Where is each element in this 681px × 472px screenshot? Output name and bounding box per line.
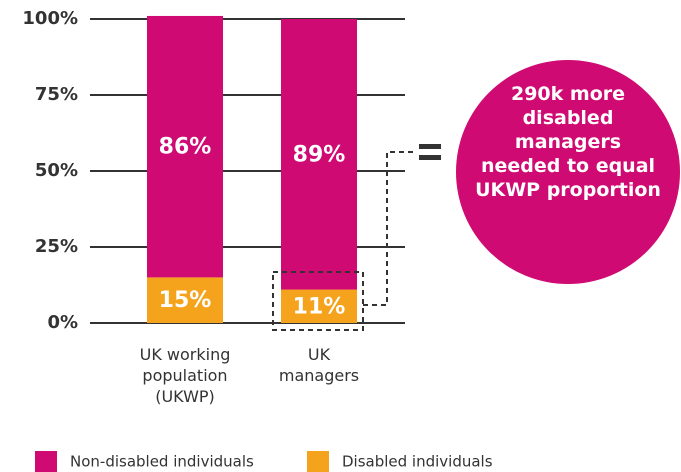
legend-swatch bbox=[35, 451, 57, 472]
legend-label: Non-disabled individuals bbox=[70, 453, 254, 471]
bar-segment bbox=[147, 15, 223, 278]
data-label: 15% bbox=[159, 288, 212, 313]
y-tick-label: 25% bbox=[35, 236, 78, 257]
x-tick-label: UK working population (UKWP) bbox=[139, 345, 231, 406]
bar-segment bbox=[281, 19, 357, 290]
connector bbox=[363, 151, 413, 306]
equals-sign bbox=[419, 144, 441, 149]
y-tick-label: 50% bbox=[35, 160, 78, 181]
bar-segment bbox=[281, 289, 357, 323]
data-label: 11% bbox=[293, 294, 346, 319]
annotation-bubble bbox=[456, 60, 680, 284]
legend-swatch bbox=[307, 451, 329, 472]
equals-sign bbox=[419, 155, 441, 160]
bar-segment bbox=[147, 277, 223, 323]
y-tick-label: 75% bbox=[35, 84, 78, 105]
x-tick-label: UK managers bbox=[278, 345, 360, 385]
legend-label: Disabled individuals bbox=[342, 453, 493, 471]
data-label: 89% bbox=[293, 142, 346, 167]
highlight-box bbox=[272, 271, 364, 331]
data-label: 86% bbox=[159, 135, 212, 160]
annotation: 290k more disabled managers needed to eq… bbox=[475, 83, 661, 201]
y-tick-label: 100% bbox=[22, 8, 78, 29]
y-tick-label: 0% bbox=[47, 312, 78, 333]
